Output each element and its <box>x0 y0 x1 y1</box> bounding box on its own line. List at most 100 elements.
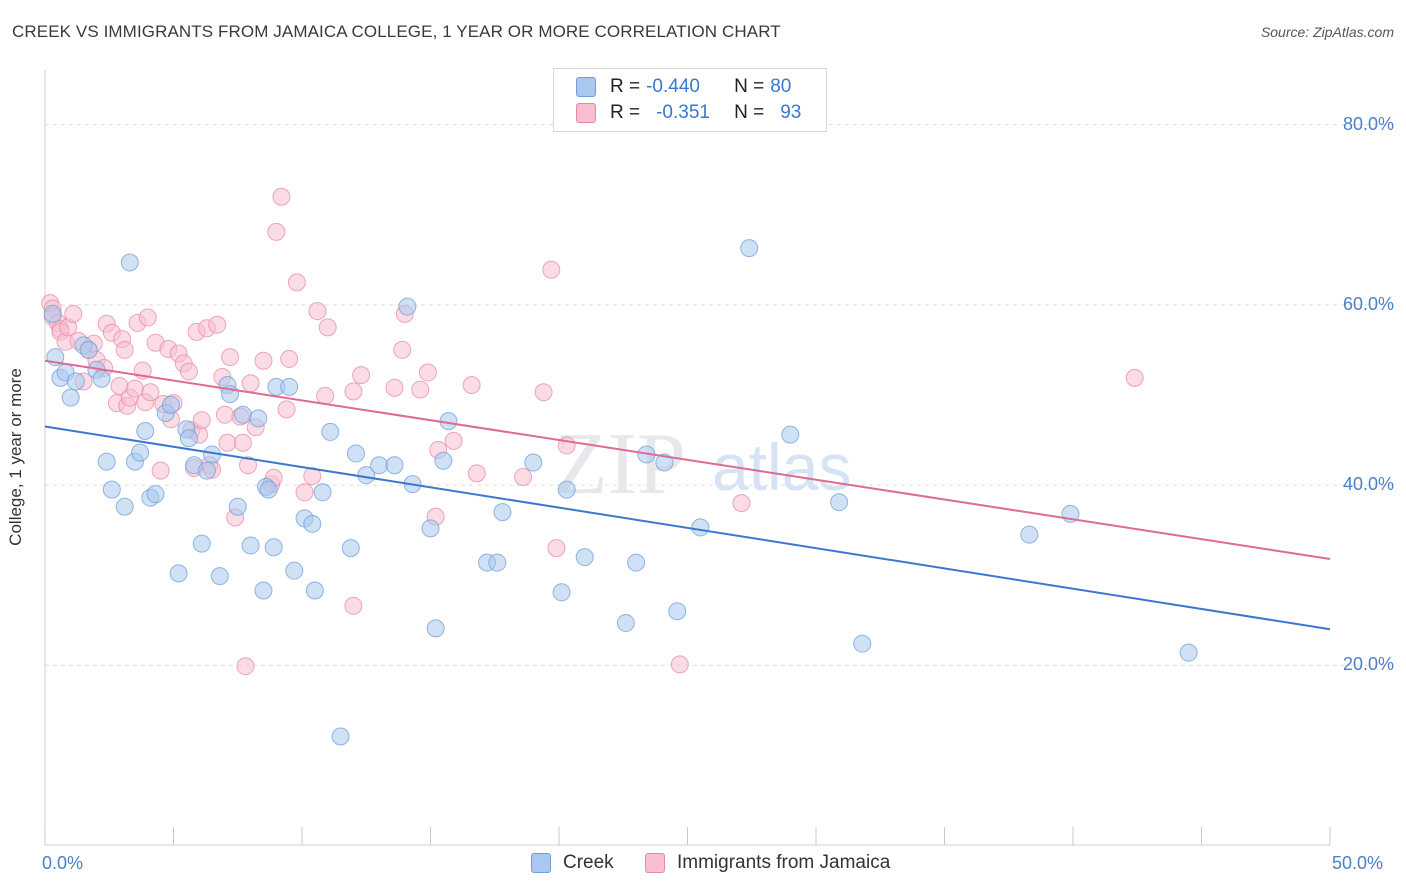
point-creek <box>740 239 759 258</box>
point-creek <box>655 453 674 472</box>
point-creek <box>249 409 268 428</box>
point-creek <box>691 518 710 537</box>
point-jamaica <box>287 273 306 292</box>
point-jamaica <box>303 467 322 486</box>
point-creek <box>627 553 646 572</box>
point-jamaica <box>221 348 240 367</box>
trend-line-jamaica <box>44 359 1331 560</box>
point-creek <box>346 444 365 463</box>
point-jamaica <box>179 362 198 381</box>
point-jamaica <box>732 494 751 513</box>
point-creek <box>552 583 571 602</box>
point-creek <box>421 519 440 538</box>
point-creek <box>341 539 360 558</box>
point-jamaica <box>1125 368 1144 387</box>
point-jamaica <box>233 433 252 452</box>
point-jamaica <box>241 374 260 393</box>
point-jamaica <box>239 456 258 475</box>
legend-n-label: N = <box>734 76 765 97</box>
point-jamaica <box>280 349 299 368</box>
point-creek <box>259 480 278 499</box>
legend-n-value-jamaica: 93 <box>780 102 802 123</box>
point-creek <box>1179 643 1198 662</box>
point-creek <box>616 613 635 632</box>
point-creek <box>97 452 116 471</box>
point-creek <box>385 456 404 475</box>
legend-r-value-creek: -0.440 <box>646 76 700 97</box>
point-creek <box>136 422 155 441</box>
point-creek <box>493 503 512 522</box>
legend-swatch-jamaica <box>576 103 596 123</box>
point-jamaica <box>352 366 371 385</box>
point-jamaica <box>254 351 273 370</box>
series-swatch-jamaica <box>645 853 665 873</box>
point-jamaica <box>316 386 335 405</box>
point-jamaica <box>208 315 227 334</box>
point-jamaica <box>462 376 481 395</box>
y-tick-label: 60.0% <box>1342 293 1394 314</box>
point-jamaica <box>344 596 363 615</box>
point-creek <box>313 483 332 502</box>
point-creek <box>120 253 139 272</box>
point-creek <box>426 619 445 638</box>
point-jamaica <box>318 318 337 337</box>
point-jamaica <box>218 433 237 452</box>
point-creek <box>264 538 283 557</box>
point-creek <box>169 564 188 583</box>
point-jamaica <box>115 340 134 359</box>
point-creek <box>434 451 453 470</box>
legend-r-value-jamaica: -0.351 <box>656 102 710 123</box>
point-creek <box>285 561 304 580</box>
point-jamaica <box>141 383 160 402</box>
point-jamaica <box>547 539 566 558</box>
point-creek <box>92 369 111 388</box>
point-jamaica <box>670 655 689 674</box>
y-tick-label: 80.0% <box>1342 113 1394 134</box>
point-jamaica <box>411 380 430 399</box>
legend-row-creek: R = -0.440 N = 80 <box>576 75 791 99</box>
point-creek <box>668 602 687 621</box>
point-creek <box>853 634 872 653</box>
point-creek <box>161 395 180 414</box>
point-creek <box>488 553 507 572</box>
point-jamaica <box>534 383 553 402</box>
trend-lines <box>44 359 1331 631</box>
point-creek <box>254 581 273 600</box>
point-jamaica <box>308 302 327 321</box>
point-jamaica <box>295 483 314 502</box>
point-jamaica <box>192 411 211 430</box>
point-creek <box>303 514 322 533</box>
point-creek <box>280 377 299 396</box>
point-jamaica <box>236 657 255 676</box>
point-creek <box>557 480 576 499</box>
point-creek <box>524 453 543 472</box>
trend-line-creek <box>44 425 1331 631</box>
point-jamaica <box>514 467 533 486</box>
point-creek <box>210 567 229 586</box>
point-creek <box>192 534 211 553</box>
point-creek <box>61 388 80 407</box>
point-creek <box>331 727 350 746</box>
point-creek <box>321 422 340 441</box>
legend-r-label: R = <box>610 102 641 123</box>
series-swatch-creek <box>531 853 551 873</box>
point-creek <box>233 405 252 424</box>
point-creek <box>781 425 800 444</box>
y-tick-label: 40.0% <box>1342 474 1394 495</box>
point-creek <box>146 485 165 504</box>
point-creek <box>115 497 134 516</box>
point-creek <box>179 429 198 448</box>
point-creek <box>102 480 121 499</box>
point-creek <box>228 497 247 516</box>
point-creek <box>43 304 62 323</box>
point-creek <box>197 461 216 480</box>
legend-row-jamaica: R = -0.351 N = 93 <box>576 101 801 125</box>
point-jamaica <box>272 187 291 206</box>
point-creek <box>1020 525 1039 544</box>
point-jamaica <box>444 431 463 450</box>
point-creek <box>79 340 98 359</box>
series-label-creek: Creek <box>563 852 614 873</box>
y-tick-label: 20.0% <box>1342 654 1394 675</box>
point-jamaica <box>138 308 157 327</box>
